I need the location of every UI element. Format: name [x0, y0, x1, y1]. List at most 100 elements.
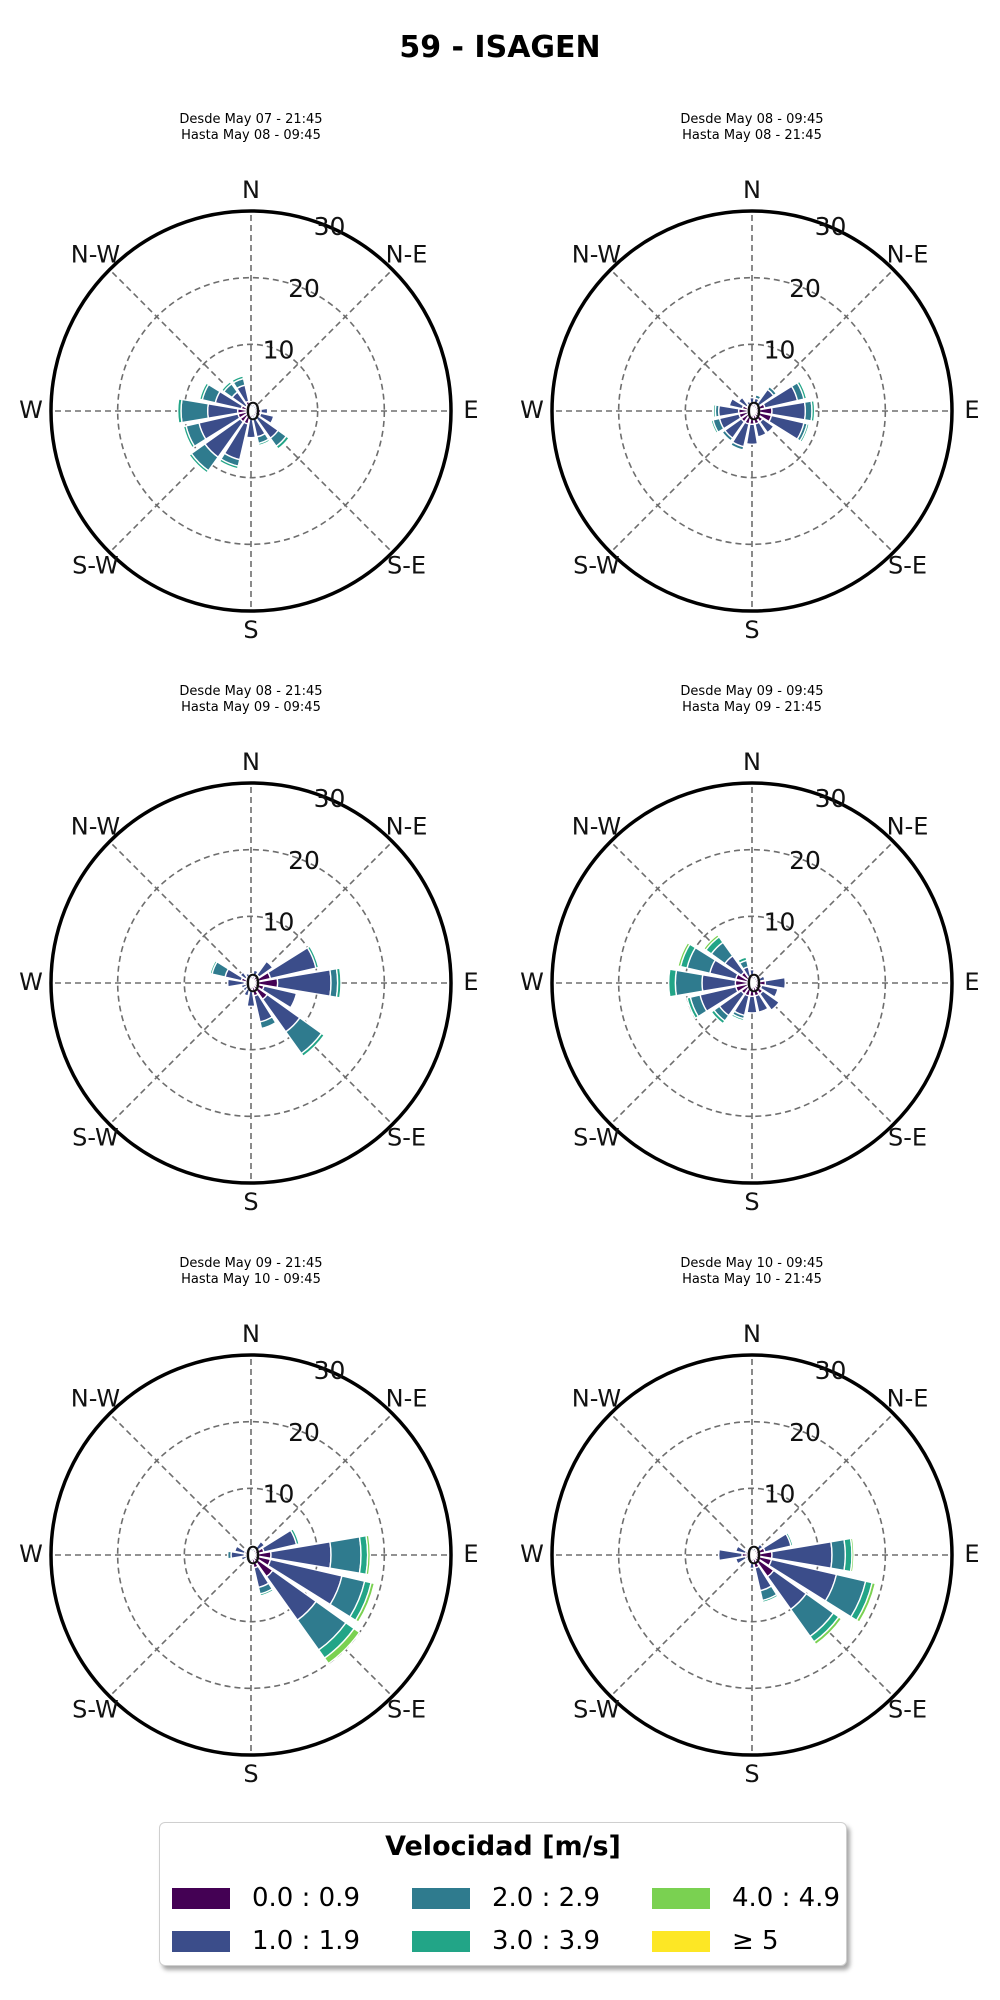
- rose-bar-segment: [803, 400, 813, 422]
- panel-title: Desde May 09 - 09:45 Hasta May 09 - 21:45: [680, 684, 823, 715]
- rose-bar-segment: [354, 1581, 376, 1624]
- rose-bar-segment: [702, 933, 721, 952]
- rose-bar-segment: [761, 1593, 779, 1604]
- radial-tick-label: 20: [789, 274, 821, 303]
- outer-ring: [49, 209, 453, 613]
- radial-gridline: [751, 841, 894, 984]
- rose-bar-segment: [677, 941, 691, 968]
- direction-label: N: [743, 748, 761, 776]
- rose-bar-segment: [756, 974, 766, 983]
- radial-tick-label: 10: [263, 1479, 295, 1508]
- direction-label: N: [242, 176, 260, 204]
- rose-bar-segment: [246, 988, 256, 1008]
- rose-bar-segment: [737, 396, 750, 409]
- legend-swatch-bin-5: [652, 1930, 710, 1952]
- rose-bar-segment: [758, 989, 781, 1012]
- radial-tick-label: 0: [746, 1541, 762, 1570]
- radial-gridline: [610, 1413, 753, 1556]
- radial-gridline: [751, 410, 894, 553]
- direction-label: E: [463, 396, 478, 424]
- rose-bar-segment: [796, 380, 808, 400]
- legend-label-bin-0: 0.0 : 0.9: [252, 1883, 360, 1913]
- direction-label: S: [243, 1188, 258, 1216]
- radial-gridline: [109, 1554, 252, 1697]
- ring-gridline: [617, 848, 887, 1118]
- legend-item-bin-4: 4.0 : 4.9: [652, 1881, 840, 1915]
- rose-bar-segment: [335, 967, 342, 999]
- rose-bar-segment: [242, 987, 251, 997]
- direction-label: E: [463, 968, 478, 996]
- radial-tick-label: 20: [288, 1418, 320, 1447]
- radial-gridline: [109, 982, 252, 1125]
- rose-bar-segment: [766, 385, 778, 397]
- rose-bar-segment: [249, 403, 253, 409]
- legend-swatch-bin-0: [172, 1887, 230, 1909]
- ring-gridline: [116, 1420, 386, 1690]
- rose-bar-segment: [674, 969, 704, 997]
- ring-gridline: [684, 915, 820, 1051]
- direction-label: N: [242, 1320, 260, 1348]
- rose-bar-segment: [764, 976, 787, 990]
- outer-ring: [550, 209, 954, 613]
- direction-label: N-E: [386, 812, 428, 840]
- direction-label: N-W: [71, 1384, 120, 1412]
- legend-title: Velocidad [m/s]: [385, 1831, 621, 1862]
- rose-bar-segment: [686, 996, 700, 1020]
- rose-bar-segment: [226, 1550, 233, 1560]
- direction-label: S-W: [573, 1696, 620, 1724]
- legend-label-bin-2: 2.0 : 2.9: [492, 1883, 600, 1913]
- ring-gridline: [183, 343, 319, 479]
- rose-bar-segment: [754, 1543, 764, 1553]
- direction-label: E: [463, 1540, 478, 1568]
- direction-label: E: [964, 968, 979, 996]
- rose-bar-segment: [251, 969, 260, 979]
- direction-label: S-W: [72, 552, 119, 580]
- direction-label: N-W: [572, 812, 621, 840]
- ring-gridline: [684, 343, 820, 479]
- legend-item-bin-3: 3.0 : 3.9: [412, 1924, 600, 1958]
- rose-bar-segment: [255, 960, 274, 979]
- rose-bar-segment: [754, 993, 769, 1014]
- rose-bar-segment: [710, 419, 720, 435]
- rose-bar-segment: [259, 1587, 275, 1597]
- rose-bar-segment: [323, 1627, 361, 1665]
- rose-bar-segment: [748, 1560, 756, 1570]
- rose-bar-segment: [198, 382, 210, 401]
- radial-tick-label: 0: [746, 969, 762, 998]
- radial-tick-label: 30: [815, 1356, 847, 1385]
- rose-bar-segment: [745, 400, 753, 410]
- direction-label: S: [243, 1760, 258, 1788]
- rose-bar-segment: [747, 1547, 753, 1554]
- direction-label: S-W: [72, 1696, 119, 1724]
- radial-gridline: [109, 1413, 252, 1556]
- direction-label: N-W: [572, 1384, 621, 1412]
- rose-bar-segment: [260, 407, 269, 415]
- radial-gridline: [751, 269, 894, 412]
- rose-bar-segment: [258, 412, 275, 425]
- rose-bar-segment: [667, 968, 678, 998]
- rose-bar-segment: [233, 1545, 247, 1555]
- radial-tick-label: 0: [245, 397, 261, 426]
- rose-bar-segment: [736, 956, 748, 965]
- rose-bar-segment: [259, 1015, 277, 1030]
- radial-gridline: [109, 841, 252, 984]
- panel-title-line: Hasta May 10 - 21:45: [682, 1272, 822, 1287]
- rose-bar-segment: [734, 1545, 748, 1555]
- direction-label: S-E: [888, 1696, 927, 1724]
- ring-gridline: [116, 276, 386, 546]
- rose-bar-segment: [784, 1531, 794, 1547]
- rose-bar-segment: [810, 399, 816, 423]
- rose-bar-segment: [220, 380, 233, 393]
- radial-tick-label: 10: [764, 335, 796, 364]
- rose-bar-segment: [758, 417, 775, 434]
- panel-title: Desde May 08 - 09:45 Hasta May 08 - 21:45: [680, 112, 823, 143]
- wind-rose-3: Desde May 08 - 21:45 Hasta May 09 - 09:45…: [19, 684, 478, 1216]
- radial-tick-label: 30: [314, 1356, 346, 1385]
- direction-label: S-E: [387, 1124, 426, 1152]
- legend-label-bin-4: 4.0 : 4.9: [732, 1883, 840, 1913]
- radial-gridline: [610, 269, 753, 412]
- direction-label: N-W: [71, 240, 120, 268]
- rose-bar-segment: [329, 1536, 362, 1574]
- rose-bar-segment: [365, 1534, 371, 1576]
- panel-title-line: Desde May 07 - 21:45: [179, 112, 322, 127]
